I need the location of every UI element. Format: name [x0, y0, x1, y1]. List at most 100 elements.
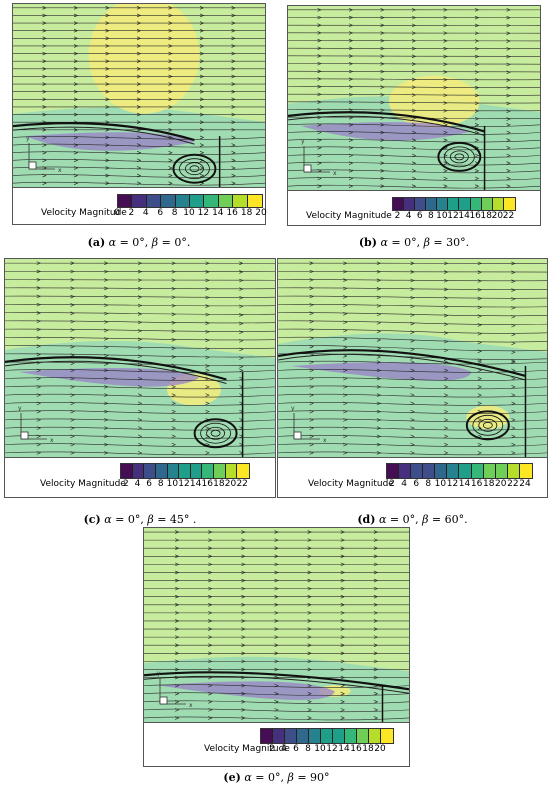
colorbar-tick-label: 20 — [255, 208, 267, 218]
colorbar-tick-label: 8 — [157, 479, 164, 489]
colorbar-tick-label: 12 — [446, 479, 459, 489]
colorbar-swatch — [179, 464, 191, 478]
colorbar-tick-label: 4 — [405, 211, 412, 221]
colorbar-tick-label: 2 — [122, 479, 129, 489]
caption-letter: (a) — [87, 236, 106, 249]
colorbar-swatch — [132, 195, 147, 207]
caption-alpha: α — [108, 236, 117, 249]
shear-layer — [278, 349, 526, 378]
colorbar-swatch — [132, 464, 145, 478]
high-speed-region — [466, 405, 510, 430]
colorbar-tick-label: 8 — [305, 744, 311, 754]
colorbar-swatch — [214, 464, 226, 478]
colorbar-swatch — [225, 464, 238, 478]
colorbar-swatch — [470, 198, 482, 210]
colorbar-tick-label: 2 — [394, 211, 401, 221]
colorbar-swatch — [189, 195, 205, 207]
vortex — [172, 153, 217, 184]
colorbar-tick-label: 14 — [458, 211, 470, 221]
caption-beta-value: = 30°. — [429, 236, 470, 249]
caption-alpha-value: = 0°, — [387, 236, 424, 249]
colorbar-swatch — [459, 198, 471, 210]
colorbar-swatch — [121, 464, 133, 478]
velocity-field-a: xy — [13, 4, 265, 187]
colorbar-tick-label: 18 — [213, 479, 225, 489]
svg-text:y: y — [18, 405, 22, 412]
low-speed-region — [300, 122, 470, 141]
colorbar-swatch — [273, 729, 285, 743]
colorbar-swatch — [297, 729, 309, 743]
colorbar-tick-label: 6 — [293, 744, 299, 754]
colorbar-tick-label: 14 — [189, 479, 202, 489]
colorbar-swatches — [117, 194, 263, 208]
colorbar-swatch — [333, 729, 345, 743]
svg-text:x: x — [189, 702, 193, 709]
colorbar-swatch — [481, 198, 493, 210]
colorbar-tick-label: 22 — [507, 479, 519, 489]
colorbar-swatch — [393, 198, 405, 210]
colorbar-tick-label: 24 — [519, 479, 531, 489]
colorbar-swatch — [233, 195, 248, 207]
caption-alpha-value: = 0°, — [116, 236, 152, 249]
colorbar-swatch — [167, 464, 180, 478]
colorbar-tick-label: 10 — [183, 208, 195, 218]
caption-beta-value: = 60°. — [428, 513, 468, 526]
caption-letter: (c) — [83, 513, 101, 526]
colorbar-tick-label: 16 — [350, 744, 362, 754]
colorbar-tick-label: 12 — [178, 479, 190, 489]
caption-alpha-value: = 0°, — [111, 513, 148, 526]
caption-alpha: α — [380, 236, 388, 249]
streamlines — [288, 8, 540, 189]
colorbar-tick-label: 8 — [171, 208, 178, 218]
colorbar-tick-label: 20 — [374, 744, 386, 754]
caption-letter: (e) — [223, 771, 241, 784]
caption-c: (c) α = 0°, β = 45° . — [4, 513, 276, 526]
caption-b: (b) α = 0°, β = 30°. — [287, 236, 541, 249]
colorbar-swatch — [423, 464, 436, 478]
colorbar-tick-label: 10 — [314, 744, 326, 754]
colorbar-swatch — [161, 195, 176, 207]
velocity-field-e: xy — [144, 528, 409, 722]
colorbar-swatch — [357, 729, 369, 743]
colorbar-title: Velocity Magnitude — [41, 208, 127, 218]
colorbar-swatch — [447, 464, 460, 478]
low-speed-region — [291, 362, 472, 381]
svg-text:x: x — [323, 437, 327, 444]
colorbar-swatch — [369, 729, 381, 743]
colorbar-tick-label: 8 — [427, 211, 434, 221]
vortex — [437, 141, 482, 172]
colorbar-swatch — [519, 464, 532, 478]
colorbar-tick-label: 20 — [224, 479, 237, 489]
colorbar-tick-label: 20 — [491, 211, 504, 221]
caption-beta: β — [151, 236, 159, 249]
colorbar-title: Velocity Magnitude — [40, 479, 126, 489]
colorbar-title: Velocity Magnitude — [308, 479, 394, 489]
colorbar-swatch — [146, 195, 162, 207]
colorbar-tick-label: 14 — [458, 479, 471, 489]
colorbar-swatch — [175, 195, 190, 207]
low-speed-region — [18, 368, 200, 387]
wake-region — [288, 96, 540, 190]
colorbar-swatch — [155, 464, 168, 478]
colorbar-tick-label: 18 — [480, 211, 492, 221]
colorbar-swatch — [190, 464, 203, 478]
colorbar-swatches — [386, 463, 533, 479]
colorbar-tick-label: 10 — [166, 479, 179, 489]
caption-beta-value: = 0°. — [158, 236, 191, 249]
colorbar-swatches — [392, 197, 516, 211]
high-speed-region — [88, 4, 200, 114]
colorbar-tick-label: 0 — [114, 208, 120, 218]
colorbar-tick-label: 10 — [434, 479, 447, 489]
caption-letter: (b) — [358, 236, 377, 249]
colorbar-swatch — [387, 464, 400, 478]
svg-text:x: x — [58, 167, 62, 174]
caption-letter: (d) — [357, 513, 376, 526]
svg-text:x: x — [333, 170, 337, 177]
colorbar-title: Velocity Magnitude — [306, 211, 392, 221]
